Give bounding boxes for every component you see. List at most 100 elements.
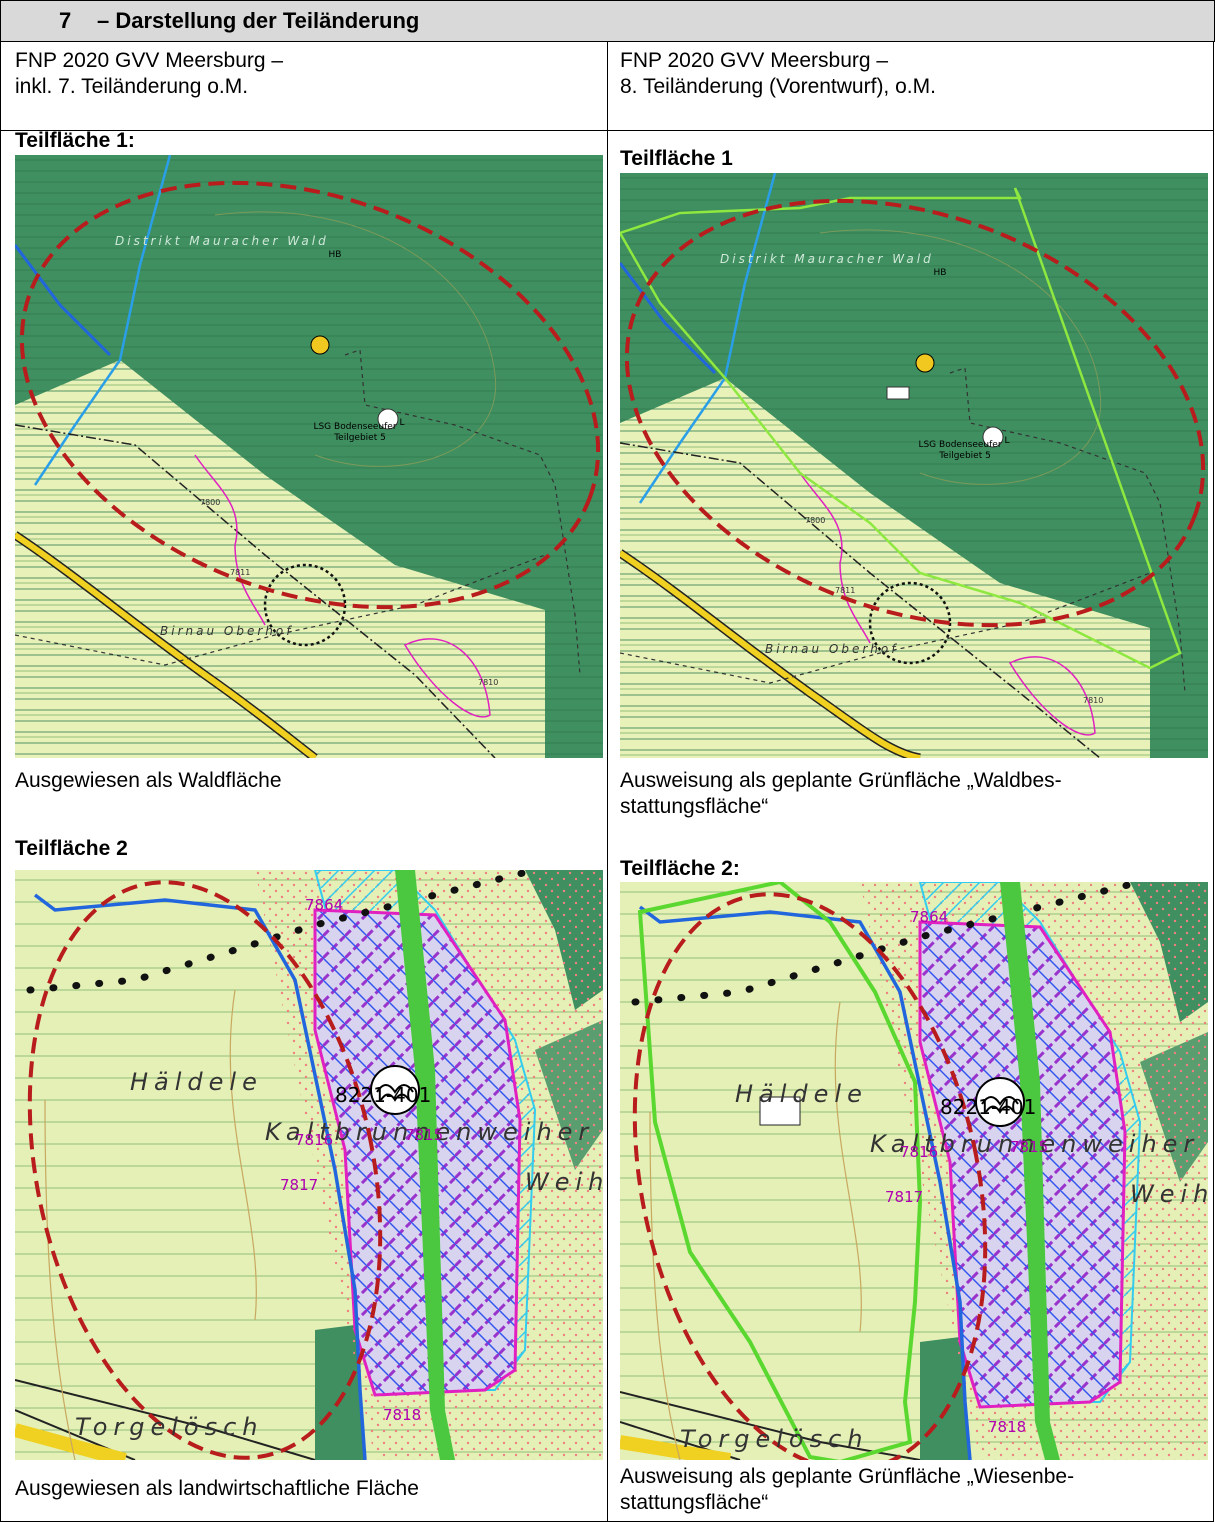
planned-area <box>637 882 923 1460</box>
caption: Ausweisung als geplante Grünfläche „Wies… <box>620 1465 1075 1488</box>
caption: Ausgewiesen als landwirtschaftliche Fläc… <box>15 1477 419 1500</box>
map-label: Kaltbrunnenweiher <box>265 1118 594 1146</box>
contour <box>649 1001 862 1460</box>
section-title: – Darstellung der Teiländerung <box>97 8 420 33</box>
map-label: 7818 <box>383 1406 421 1424</box>
symbol <box>310 335 330 355</box>
area-title: Teilfläche 2: <box>620 857 740 880</box>
map-label: 7800 <box>805 516 825 525</box>
column-heading: FNP 2020 GVV Meersburg – <box>15 49 284 72</box>
map-label: HB <box>934 268 947 278</box>
dotted-ring <box>868 581 952 665</box>
caption: stattungsfläche“ <box>620 1491 769 1514</box>
map-label: LSG Bodenseeufer <box>313 422 396 432</box>
section-header: 7 – Darstellung der Teiländerung <box>0 0 1215 42</box>
bird-symbol <box>376 1084 414 1102</box>
caption: stattungsfläche“ <box>620 795 769 818</box>
boundary <box>194 454 266 626</box>
symbol <box>377 408 399 430</box>
road <box>15 1423 127 1460</box>
map-label: 8221-401 <box>940 1095 1036 1119</box>
map-label: 8221-401 <box>335 1083 431 1107</box>
stream <box>15 244 112 357</box>
change-area <box>632 892 988 1460</box>
map-label: Birnau Oberhof <box>765 642 898 656</box>
road <box>620 550 921 758</box>
road <box>620 1435 732 1460</box>
stream <box>620 262 717 375</box>
protected-area <box>313 908 522 1397</box>
contour <box>44 989 257 1460</box>
caption: Ausweisung als geplante Grünfläche „Wald… <box>620 769 1062 792</box>
column-heading: inkl. 7. Teiländerung o.M. <box>15 75 249 98</box>
map-label: Kaltbrunnenweiher <box>870 1130 1199 1158</box>
area-title: Teilfläche 1 <box>620 147 733 170</box>
bird-symbol <box>370 1065 420 1115</box>
map-label: Distrikt Mauracher Wald <box>115 234 329 248</box>
map-label: Häldele <box>130 1068 263 1096</box>
map-label: Weihe <box>1130 1180 1208 1208</box>
map-label: 7864 <box>305 896 343 914</box>
map-label: 7810 <box>1083 696 1103 705</box>
planned-area <box>620 187 1182 670</box>
map-label: Teilgebiet 5 <box>938 451 991 461</box>
map-label: 7811 <box>230 568 250 577</box>
map-label: Torgelösch <box>75 1413 264 1441</box>
green-strip <box>395 870 455 1460</box>
area-title: Teilfläche 2 <box>15 837 128 860</box>
forest <box>315 1325 365 1460</box>
road <box>15 532 317 758</box>
map-label: 7811 <box>835 586 855 595</box>
map-label: Teilgebiet 5 <box>333 433 386 443</box>
boundary <box>1008 656 1096 736</box>
stream <box>638 905 972 1460</box>
change-area <box>19 180 601 610</box>
trail <box>620 442 1101 758</box>
green-strip <box>1000 882 1060 1460</box>
trail <box>344 349 581 676</box>
field-hatch <box>620 378 1150 758</box>
change-area <box>27 880 383 1460</box>
map-label: 7800 <box>200 498 220 507</box>
symbol <box>915 353 935 373</box>
trail <box>620 572 1151 684</box>
field-hatch <box>15 360 545 758</box>
map-label: L <box>1004 436 1009 446</box>
trail <box>15 424 496 758</box>
map-label: Torgelösch <box>680 1425 869 1453</box>
bird-symbol <box>975 1077 1025 1127</box>
map-label: Birnau Oberhof <box>160 624 293 638</box>
map-label: 7816 <box>295 1131 333 1149</box>
change-area <box>624 198 1206 628</box>
map-label: 7818 <box>988 1418 1026 1436</box>
map-label: 7810 <box>478 678 498 687</box>
map-label: 7817 <box>885 1188 923 1206</box>
symbol <box>759 1096 801 1126</box>
map-label: Distrikt Mauracher Wald <box>720 252 934 266</box>
map-label: HB <box>329 250 342 260</box>
map-label: 7816 <box>900 1143 938 1161</box>
map-label: Weih <box>525 1168 603 1196</box>
section-number: 7 <box>59 8 72 33</box>
column-heading: FNP 2020 GVV Meersburg – <box>620 49 889 72</box>
caption: Ausgewiesen als Waldfläche <box>15 769 282 792</box>
bird-symbol <box>981 1096 1019 1114</box>
column-heading: 8. Teiländerung (Vorentwurf), o.M. <box>620 75 936 98</box>
boundary <box>403 638 491 718</box>
area-title: Teilfläche 1: <box>15 129 135 152</box>
symbol <box>886 386 910 400</box>
map-label: LSG Bodenseeufer <box>918 440 1001 450</box>
symbol <box>982 426 1004 448</box>
map-label: L <box>399 418 404 428</box>
stream <box>33 893 367 1460</box>
stream <box>33 155 172 486</box>
map-label: 7815 <box>405 1126 443 1144</box>
contour <box>819 229 1102 485</box>
map-label: Häldele <box>735 1080 868 1108</box>
trail <box>15 554 546 666</box>
